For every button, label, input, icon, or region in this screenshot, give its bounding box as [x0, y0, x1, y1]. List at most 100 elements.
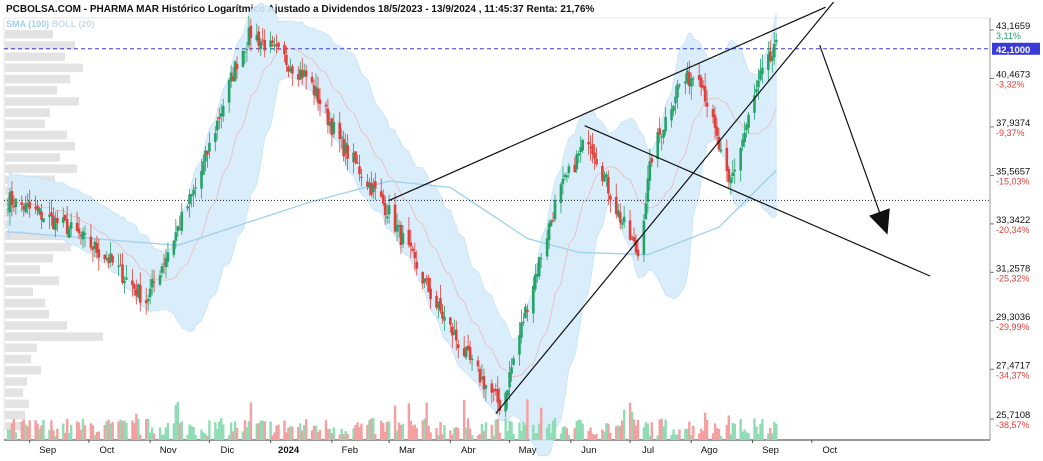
volume-bar	[109, 423, 112, 440]
candle-body	[358, 166, 361, 175]
volume-bar	[615, 426, 618, 440]
candle-body	[22, 205, 26, 210]
candle-body	[374, 181, 377, 189]
candle-body	[753, 95, 756, 113]
candle-body	[443, 316, 446, 321]
x-tick-label: Dic	[221, 445, 235, 456]
candle-body	[772, 43, 776, 58]
volume-bar	[95, 431, 99, 440]
volume-bar	[273, 432, 276, 440]
candle-body	[123, 280, 126, 284]
volume-bar	[773, 421, 776, 440]
volume-bar	[674, 434, 677, 440]
candle-body	[208, 142, 211, 152]
sma-line	[5, 170, 777, 256]
candle-body	[144, 300, 148, 304]
volume-profile-bar	[5, 119, 45, 129]
candle-body	[755, 89, 758, 93]
candle-body	[573, 164, 577, 172]
volume-profile-bar	[5, 86, 57, 95]
volume-bar	[374, 434, 377, 440]
volume-bar	[204, 433, 207, 440]
candle-body	[421, 271, 424, 284]
volume-bar	[719, 435, 723, 440]
volume-bar	[526, 399, 529, 440]
volume-bar	[89, 423, 93, 440]
volume-bar	[332, 427, 336, 440]
candle-body	[581, 139, 584, 151]
volume-bar	[698, 433, 701, 440]
candle-body	[188, 194, 191, 205]
candle-body	[632, 236, 636, 242]
indicator-legend: SMA (100) BOLL (20)	[6, 19, 95, 29]
candle-body	[105, 258, 108, 260]
current-price-label: 42,1000	[996, 45, 1030, 56]
candle-body	[52, 215, 55, 229]
candle-body	[40, 211, 43, 220]
volume-bar	[522, 422, 525, 440]
candle-body	[91, 246, 95, 250]
candle-body	[158, 275, 162, 285]
volume-bar	[81, 418, 85, 440]
volume-bar	[480, 424, 484, 440]
volume-bar	[62, 423, 65, 440]
volume-bar	[399, 424, 403, 440]
volume-profile-bar	[5, 108, 50, 117]
volume-bar	[741, 431, 744, 440]
volume-bar	[326, 428, 330, 440]
candle-body	[75, 222, 79, 232]
volume-bar	[482, 431, 486, 440]
x-tick-label: Ago	[701, 445, 718, 456]
volume-bar	[536, 433, 539, 440]
candle-body	[636, 249, 640, 257]
volume-bar	[731, 422, 734, 440]
volume-profile-bar	[5, 332, 103, 341]
volume-bar	[103, 424, 106, 440]
volume-bar	[636, 419, 640, 440]
candle-body	[589, 147, 592, 149]
volume-bar	[757, 433, 760, 440]
candle-body	[727, 168, 731, 182]
candle-body	[277, 42, 280, 47]
volume-bar	[34, 420, 37, 440]
candle-body	[532, 285, 535, 314]
volume-bar	[508, 420, 511, 440]
volume-bar	[354, 425, 357, 440]
trend-line	[819, 45, 886, 228]
candle-body	[739, 148, 742, 171]
candle-body	[510, 367, 513, 374]
candle-body	[508, 372, 511, 388]
candle-body	[231, 76, 235, 81]
volume-bar	[119, 419, 122, 440]
volume-profile-bar	[5, 242, 71, 252]
candle-body	[383, 203, 387, 216]
projection-arrow-head	[869, 208, 890, 235]
volume-bar	[670, 435, 673, 440]
candle-body	[466, 345, 470, 350]
volume-bar	[387, 421, 391, 440]
candle-body	[263, 40, 266, 51]
candle-body	[330, 118, 334, 136]
volume-bar	[593, 434, 596, 440]
candle-body	[456, 344, 460, 349]
candle-body	[316, 88, 320, 103]
candle-body	[484, 385, 488, 389]
candle-body	[235, 63, 239, 70]
volume-bar	[216, 428, 219, 440]
volume-bar	[370, 418, 373, 440]
volume-bar	[534, 433, 537, 440]
candle-body	[393, 204, 397, 232]
candle-body	[713, 114, 717, 128]
volume-bar	[407, 403, 411, 440]
volume-bar	[605, 423, 608, 440]
candle-body	[427, 277, 430, 293]
volume-bar	[208, 420, 211, 440]
volume-bar	[755, 426, 758, 440]
volume-bar	[277, 424, 280, 440]
candle-body	[743, 132, 746, 143]
candle-body	[192, 189, 195, 195]
volume-bar	[455, 426, 458, 440]
volume-bar	[180, 421, 183, 440]
volume-bar	[152, 433, 156, 440]
